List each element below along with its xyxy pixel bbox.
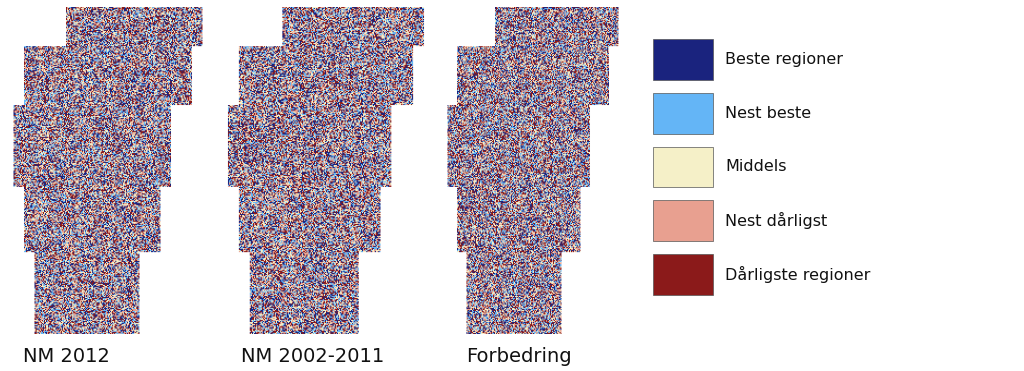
Text: NM 2012: NM 2012 xyxy=(23,347,110,366)
Text: NM 2002-2011: NM 2002-2011 xyxy=(241,347,384,366)
Text: Dårligste regioner: Dårligste regioner xyxy=(725,266,870,283)
Text: Forbedring: Forbedring xyxy=(466,347,571,366)
Text: Beste regioner: Beste regioner xyxy=(725,52,843,67)
Text: Nest beste: Nest beste xyxy=(725,106,811,121)
Text: Nest dårligst: Nest dårligst xyxy=(725,212,827,229)
Text: Middels: Middels xyxy=(725,160,786,174)
